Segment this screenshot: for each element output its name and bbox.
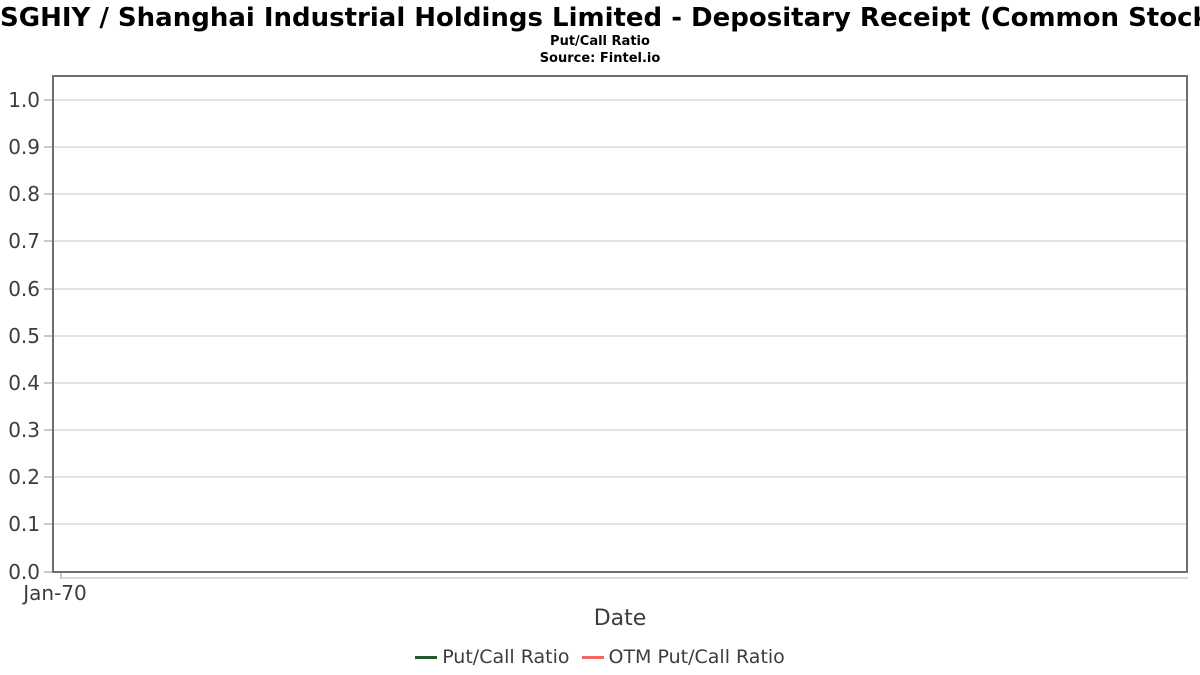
y-tick-mark xyxy=(44,99,52,101)
y-tick-mark xyxy=(44,146,52,149)
y-gridline xyxy=(54,334,1186,337)
y-tick-label: 0.7 xyxy=(8,229,40,254)
y-tick-mark xyxy=(44,381,52,384)
chart-title: SGHIY / Shanghai Industrial Holdings Lim… xyxy=(0,3,1200,33)
chart-source-label: Source: Fintel.io xyxy=(539,51,661,66)
y-gridline xyxy=(54,476,1186,479)
y-gridline xyxy=(54,287,1186,290)
y-gridline xyxy=(54,240,1186,243)
y-tick-label: 0.1 xyxy=(8,512,40,537)
plot-area xyxy=(52,75,1188,573)
legend-item: Put/Call Ratio xyxy=(415,646,570,668)
y-axis: 0.0 0.1 0.2 0.3 0.4 0.5 0.6 0.7 0.8 0.9 1.0 xyxy=(0,77,52,582)
y-tick-label: 1.0 xyxy=(8,88,40,112)
y-tick-mark xyxy=(44,193,52,196)
y-tick-label: 0.5 xyxy=(8,323,40,348)
y-gridline xyxy=(54,523,1186,526)
legend-dash-icon xyxy=(415,655,438,659)
y-tick-mark xyxy=(44,287,52,290)
y-tick-mark xyxy=(44,429,52,432)
legend-label: OTM Put/Call Ratio xyxy=(608,646,785,668)
x-axis-title: Date xyxy=(593,606,647,631)
y-gridline xyxy=(54,99,1186,101)
legend: Put/Call Ratio OTM Put/Call Ratio xyxy=(0,646,1200,668)
x-axis-baseline xyxy=(60,577,1188,579)
y-tick-mark xyxy=(44,334,52,337)
y-gridline xyxy=(54,193,1186,196)
y-tick-label: 0.2 xyxy=(8,465,40,490)
y-tick-label: 0.3 xyxy=(8,418,40,443)
y-tick-label: 0.8 xyxy=(8,182,40,207)
legend-item: OTM Put/Call Ratio xyxy=(581,646,785,668)
y-tick-label: 0.0 xyxy=(8,559,40,584)
y-tick-label: 0.9 xyxy=(8,135,40,160)
y-tick-mark xyxy=(44,570,52,573)
x-tick-mark xyxy=(60,573,62,579)
y-tick-mark xyxy=(44,476,52,479)
y-tick-mark xyxy=(44,240,52,243)
x-tick-label: Jan-70 xyxy=(23,581,87,605)
y-tick-mark xyxy=(44,523,52,526)
y-tick-label: 0.4 xyxy=(8,370,40,395)
y-gridline xyxy=(54,429,1186,432)
y-gridline xyxy=(54,381,1186,384)
legend-dash-icon xyxy=(581,655,604,659)
y-tick-label: 0.6 xyxy=(8,276,40,301)
chart-subtitle: Put/Call Ratio xyxy=(550,34,650,49)
y-gridline xyxy=(54,146,1186,149)
legend-label: Put/Call Ratio xyxy=(442,646,570,668)
